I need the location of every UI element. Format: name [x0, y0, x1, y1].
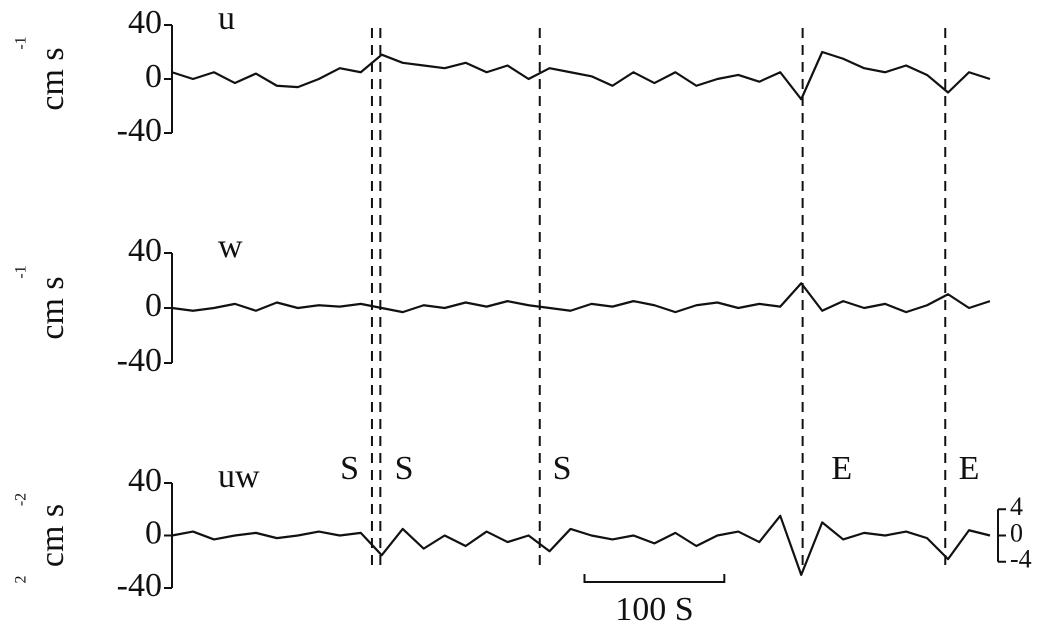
y-tick-label: -40: [117, 567, 162, 604]
y-tick-label: 0: [145, 58, 162, 95]
y-tick-label: 40: [128, 462, 162, 499]
scale-bar-label: 100 S: [615, 591, 693, 628]
y-tick-label: -40: [117, 342, 162, 379]
panel-label: u: [218, 0, 235, 37]
panel-label: uw: [218, 458, 260, 495]
y2-tick-label: 0: [1010, 518, 1023, 547]
y-axis-label-superscript: 2: [13, 576, 30, 584]
trace: [171, 50, 991, 101]
y-tick-label: 40: [128, 4, 162, 41]
y2-tick-label: -4: [1010, 545, 1032, 574]
panel-label: w: [218, 228, 243, 265]
y-axis-label: cm s: [34, 276, 71, 339]
y-axis-label-superscript: -2: [13, 493, 30, 506]
annotation: S: [340, 450, 359, 487]
y-tick-label: 0: [145, 287, 162, 324]
trace: [171, 514, 991, 576]
trace: [171, 282, 991, 314]
y2-tick-label: 4: [1010, 492, 1023, 521]
y-axis-label: cm s: [34, 504, 71, 567]
annotation: E: [959, 450, 980, 487]
y-tick-label: 0: [145, 514, 162, 551]
y-tick-label: 40: [128, 232, 162, 269]
annotation: S: [395, 450, 414, 487]
annotation: E: [831, 450, 852, 487]
annotation: S: [553, 450, 572, 487]
y-axis-label-superscript: -1: [13, 36, 30, 49]
scale-bar: [583, 574, 726, 583]
y-tick-label: -40: [117, 112, 162, 149]
y-axis-label-superscript: -1: [13, 265, 30, 278]
y-axis-label: cm s: [34, 47, 71, 110]
